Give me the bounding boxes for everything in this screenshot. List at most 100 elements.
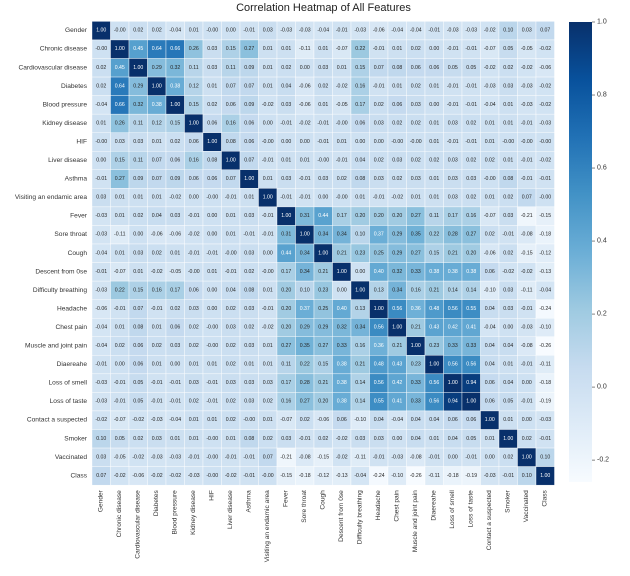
cell-value: 0.07 <box>96 473 106 479</box>
cell-value: 0.05 <box>466 436 476 442</box>
cell-value: -0.02 <box>299 120 311 126</box>
cell-value: -0.01 <box>447 139 459 145</box>
cell-value: -0.07 <box>280 417 292 423</box>
cell-value: 0.01 <box>189 362 199 368</box>
cell-value: 0.21 <box>337 250 347 256</box>
cell-value: 0.02 <box>503 65 513 71</box>
x-tick-label: Muscle and joint pain <box>412 490 419 552</box>
cell-value: -0.06 <box>317 417 329 423</box>
cell-value: 0.03 <box>448 195 458 201</box>
cell-value: 0.01 <box>207 417 217 423</box>
cell-value: -0.19 <box>465 473 477 479</box>
cell-value: -0.03 <box>151 454 163 460</box>
cell-value: -0.00 <box>410 139 422 145</box>
cell-value: -0.01 <box>188 250 200 256</box>
cell-value: 0.23 <box>411 362 421 368</box>
cell-value: -0.03 <box>169 454 181 460</box>
cell-value: 0.01 <box>337 65 347 71</box>
cell-value: 0.06 <box>170 324 180 330</box>
cell-value: -0.21 <box>280 454 292 460</box>
cell-value: 0.38 <box>429 269 439 275</box>
x-tick-label: Blood pressure <box>172 490 179 535</box>
cell-value: 0.04 <box>152 213 162 219</box>
x-tick-label: Kidney disease <box>190 490 197 535</box>
cell-value: 0.20 <box>281 324 291 330</box>
cell-value: -0.24 <box>539 306 551 312</box>
cell-value: 0.02 <box>503 250 513 256</box>
cell-value: 0.03 <box>281 436 291 442</box>
cell-value: 0.03 <box>448 158 458 164</box>
cell-value: 0.00 <box>226 28 236 34</box>
cell-value: 0.02 <box>522 436 532 442</box>
cell-value: 0.15 <box>318 362 328 368</box>
cell-value: 0.40 <box>337 306 347 312</box>
cell-value: 0.02 <box>503 454 513 460</box>
y-tick-label: Asthma <box>65 176 88 183</box>
cell-value: 0.02 <box>189 343 199 349</box>
cell-value: 0.01 <box>170 250 180 256</box>
cell-value: -0.02 <box>169 473 181 479</box>
cell-value: 0.10 <box>503 28 513 34</box>
cell-value: 0.01 <box>152 195 162 201</box>
cell-value: -0.00 <box>243 417 255 423</box>
cell-value: 1.00 <box>355 287 365 293</box>
cell-value: 0.08 <box>355 176 365 182</box>
cell-value: -0.06 <box>299 83 311 89</box>
cell-value: -0.01 <box>225 195 237 201</box>
cell-value: -0.00 <box>317 158 329 164</box>
cell-value: 0.08 <box>503 176 513 182</box>
cell-value: 0.01 <box>115 213 125 219</box>
cell-value: 0.06 <box>189 139 199 145</box>
cell-value: 0.45 <box>115 65 125 71</box>
y-tick-label: Loss of taste <box>50 398 88 405</box>
cell-value: 0.01 <box>207 83 217 89</box>
cell-value: -0.00 <box>502 139 514 145</box>
cell-value: -0.00 <box>521 139 533 145</box>
cell-value: -0.02 <box>391 195 403 201</box>
cell-value: -0.02 <box>262 324 274 330</box>
cell-value: -0.26 <box>539 343 551 349</box>
cell-value: 0.56 <box>448 362 458 368</box>
cell-value: -0.01 <box>299 195 311 201</box>
cell-value: 0.16 <box>355 343 365 349</box>
cell-value: 0.02 <box>207 102 217 108</box>
cell-value: 1.00 <box>411 343 421 349</box>
cell-value: 0.03 <box>226 380 236 386</box>
cell-value: 0.02 <box>189 399 199 405</box>
cell-value: -0.02 <box>225 473 237 479</box>
cell-value: -0.01 <box>169 399 181 405</box>
cell-value: -0.11 <box>299 46 311 52</box>
cell-value: -0.10 <box>539 324 551 330</box>
cell-value: -0.02 <box>151 473 163 479</box>
cell-value: 0.16 <box>281 399 291 405</box>
cell-value: 0.03 <box>522 28 532 34</box>
y-tick-label: HIF <box>76 138 87 145</box>
cell-value: 0.04 <box>485 362 495 368</box>
cell-value: 0.43 <box>429 324 439 330</box>
cell-value: -0.02 <box>169 195 181 201</box>
heatmap-cells: 1.00 -0.00 0.02 0.02 -0.04 0.01 -0.00 0.00 -0.01… <box>91 21 555 486</box>
cell-value: -0.03 <box>95 287 107 293</box>
cell-value: -0.00 <box>188 269 200 275</box>
cell-value: 0.34 <box>318 232 328 238</box>
cell-value: 0.03 <box>207 46 217 52</box>
cell-value: 0.02 <box>411 158 421 164</box>
cell-value: 0.27 <box>466 232 476 238</box>
cell-value: 0.17 <box>281 269 291 275</box>
cell-value: 0.34 <box>300 269 310 275</box>
cell-value: -0.02 <box>521 269 533 275</box>
cell-value: 0.00 <box>281 139 291 145</box>
cell-value: 0.56 <box>392 306 402 312</box>
cell-value: 0.09 <box>244 65 254 71</box>
cell-value: 0.04 <box>429 417 439 423</box>
cell-value: 0.27 <box>411 213 421 219</box>
cell-value: 0.02 <box>411 46 421 52</box>
cell-value: 0.22 <box>429 232 439 238</box>
y-tick-label: Headache <box>57 305 87 312</box>
cell-value: 0.10 <box>522 473 532 479</box>
cell-value: 0.20 <box>318 399 328 405</box>
cell-value: -0.06 <box>95 306 107 312</box>
cell-value: -0.02 <box>132 454 144 460</box>
cell-value: -0.01 <box>521 120 533 126</box>
x-tick-label: Loss of taste <box>468 490 475 528</box>
